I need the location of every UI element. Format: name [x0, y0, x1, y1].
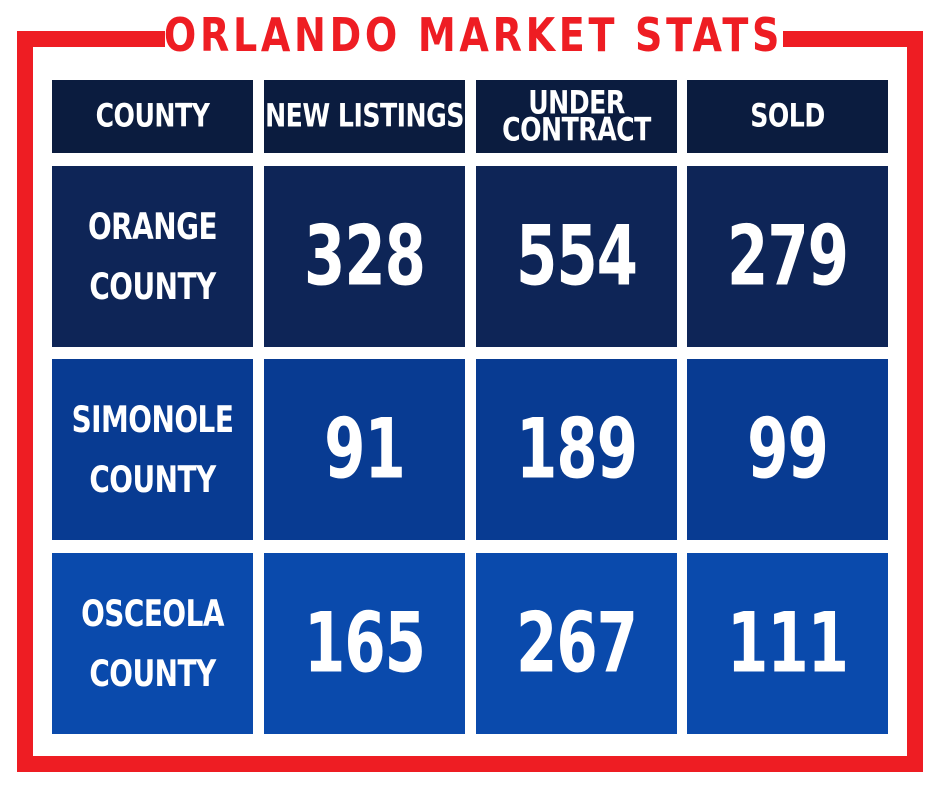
title-box: ORLANDO MARKET STATS: [164, 0, 784, 70]
header-under-contract: UNDER CONTRACT: [476, 80, 677, 153]
value-text: 554: [516, 208, 638, 305]
county-name-line2: COUNTY: [89, 652, 216, 695]
value-text: 189: [516, 401, 638, 498]
header-under-contract-line2: CONTRACT: [502, 109, 651, 148]
new-listings-value: 91: [264, 359, 465, 540]
under-contract-value: 554: [476, 166, 677, 347]
header-sold: SOLD: [687, 80, 888, 153]
county-name-line2: COUNTY: [89, 458, 216, 501]
value-text: 111: [727, 595, 849, 692]
new-listings-value: 328: [264, 166, 465, 347]
sold-value: 99: [687, 359, 888, 540]
header-new-listings: NEW LISTINGS: [264, 80, 465, 153]
header-under-contract-line1: UNDER: [528, 83, 625, 122]
table-row-county: ORANGE COUNTY: [52, 166, 253, 347]
page-title: ORLANDO MARKET STATS: [164, 8, 784, 62]
county-name-line1: ORANGE: [87, 205, 218, 248]
value-text: 99: [747, 401, 829, 498]
value-text: 328: [304, 208, 426, 305]
header-sold-label: SOLD: [750, 96, 825, 135]
county-name-line2: COUNTY: [89, 265, 216, 308]
header-new-listings-label: NEW LISTINGS: [265, 96, 464, 135]
value-text: 165: [304, 595, 426, 692]
value-text: 91: [324, 401, 406, 498]
under-contract-value: 267: [476, 553, 677, 734]
table-row-county: SIMONOLE COUNTY: [52, 359, 253, 540]
header-county-label: COUNTY: [95, 96, 210, 135]
county-name-line1: SIMONOLE: [71, 398, 234, 441]
sold-value: 279: [687, 166, 888, 347]
table-row-county: OSCEOLA COUNTY: [52, 553, 253, 734]
value-text: 279: [727, 208, 849, 305]
sold-value: 111: [687, 553, 888, 734]
under-contract-value: 189: [476, 359, 677, 540]
header-county: COUNTY: [52, 80, 253, 153]
value-text: 267: [516, 595, 638, 692]
county-name-line1: OSCEOLA: [81, 592, 224, 635]
new-listings-value: 165: [264, 553, 465, 734]
